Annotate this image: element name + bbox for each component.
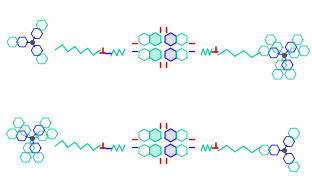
Polygon shape [150,48,161,61]
Polygon shape [165,144,176,157]
Polygon shape [165,33,176,46]
Polygon shape [150,144,161,157]
Polygon shape [150,33,161,46]
Polygon shape [165,129,176,142]
Polygon shape [165,48,176,61]
Polygon shape [150,129,161,142]
